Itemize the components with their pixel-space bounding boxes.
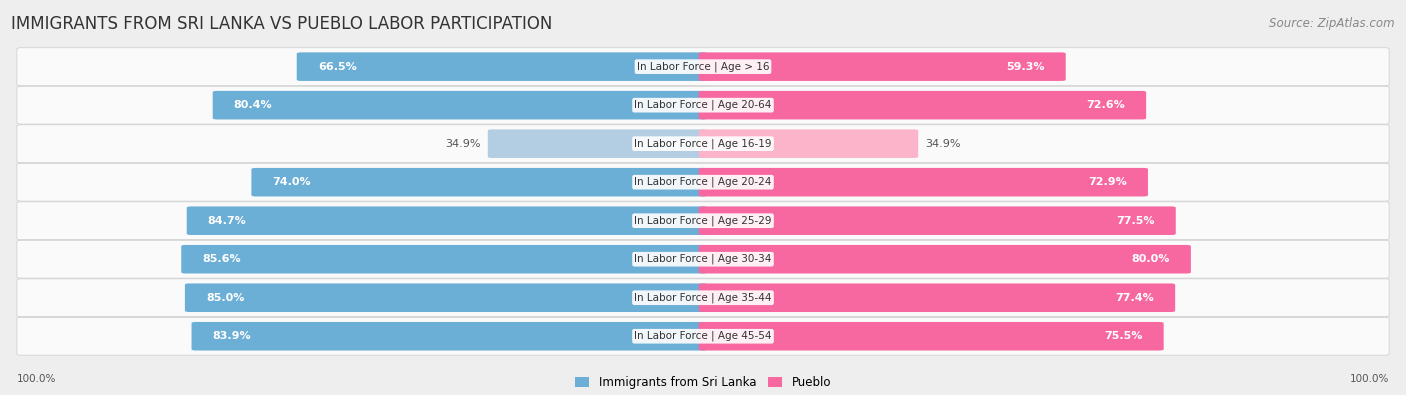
FancyBboxPatch shape <box>17 317 1389 355</box>
FancyBboxPatch shape <box>17 240 1389 278</box>
FancyBboxPatch shape <box>187 207 707 235</box>
Text: 74.0%: 74.0% <box>273 177 311 187</box>
FancyBboxPatch shape <box>699 207 1175 235</box>
Text: In Labor Force | Age 20-24: In Labor Force | Age 20-24 <box>634 177 772 188</box>
Text: 80.0%: 80.0% <box>1132 254 1170 264</box>
Text: 85.0%: 85.0% <box>207 293 245 303</box>
Text: 66.5%: 66.5% <box>318 62 357 71</box>
Text: 59.3%: 59.3% <box>1007 62 1045 71</box>
FancyBboxPatch shape <box>699 245 1191 273</box>
Text: 34.9%: 34.9% <box>925 139 960 149</box>
Text: In Labor Force | Age 20-64: In Labor Force | Age 20-64 <box>634 100 772 111</box>
Text: In Labor Force | Age 30-34: In Labor Force | Age 30-34 <box>634 254 772 265</box>
FancyBboxPatch shape <box>17 125 1389 163</box>
Text: 83.9%: 83.9% <box>212 331 252 341</box>
Text: In Labor Force | Age 45-54: In Labor Force | Age 45-54 <box>634 331 772 342</box>
FancyBboxPatch shape <box>17 86 1389 124</box>
FancyBboxPatch shape <box>212 91 707 119</box>
Text: IMMIGRANTS FROM SRI LANKA VS PUEBLO LABOR PARTICIPATION: IMMIGRANTS FROM SRI LANKA VS PUEBLO LABO… <box>11 15 553 33</box>
FancyBboxPatch shape <box>699 91 1146 119</box>
FancyBboxPatch shape <box>488 130 707 158</box>
FancyBboxPatch shape <box>699 53 1066 81</box>
Text: In Labor Force | Age 16-19: In Labor Force | Age 16-19 <box>634 138 772 149</box>
FancyBboxPatch shape <box>17 279 1389 317</box>
FancyBboxPatch shape <box>699 130 918 158</box>
Legend: Immigrants from Sri Lanka, Pueblo: Immigrants from Sri Lanka, Pueblo <box>575 376 831 389</box>
Text: In Labor Force | Age 25-29: In Labor Force | Age 25-29 <box>634 215 772 226</box>
FancyBboxPatch shape <box>252 168 707 196</box>
FancyBboxPatch shape <box>297 53 707 81</box>
Text: Source: ZipAtlas.com: Source: ZipAtlas.com <box>1270 17 1395 30</box>
Text: 80.4%: 80.4% <box>233 100 273 110</box>
FancyBboxPatch shape <box>191 322 707 350</box>
Text: In Labor Force | Age > 16: In Labor Force | Age > 16 <box>637 61 769 72</box>
FancyBboxPatch shape <box>699 322 1164 350</box>
Text: 85.6%: 85.6% <box>202 254 240 264</box>
FancyBboxPatch shape <box>699 168 1147 196</box>
FancyBboxPatch shape <box>181 245 707 273</box>
Text: 100.0%: 100.0% <box>17 374 56 384</box>
Text: 75.5%: 75.5% <box>1104 331 1143 341</box>
Text: 100.0%: 100.0% <box>1350 374 1389 384</box>
Text: 72.6%: 72.6% <box>1087 100 1125 110</box>
Text: 84.7%: 84.7% <box>208 216 246 226</box>
Text: In Labor Force | Age 35-44: In Labor Force | Age 35-44 <box>634 292 772 303</box>
FancyBboxPatch shape <box>186 284 707 312</box>
FancyBboxPatch shape <box>699 284 1175 312</box>
Text: 77.4%: 77.4% <box>1115 293 1154 303</box>
FancyBboxPatch shape <box>17 163 1389 201</box>
FancyBboxPatch shape <box>17 202 1389 240</box>
Text: 34.9%: 34.9% <box>446 139 481 149</box>
Text: 72.9%: 72.9% <box>1088 177 1126 187</box>
Text: 77.5%: 77.5% <box>1116 216 1154 226</box>
FancyBboxPatch shape <box>17 48 1389 86</box>
